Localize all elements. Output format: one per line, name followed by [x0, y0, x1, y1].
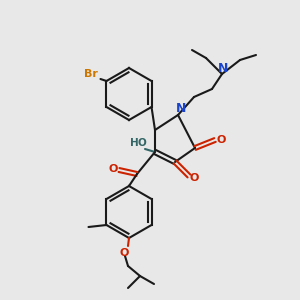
- Text: Br: Br: [83, 69, 98, 79]
- Text: O: O: [138, 138, 146, 148]
- Text: H: H: [130, 138, 138, 148]
- Text: N: N: [176, 103, 186, 116]
- Text: O: O: [119, 248, 129, 258]
- Text: N: N: [218, 62, 228, 76]
- Text: O: O: [216, 135, 226, 145]
- Text: O: O: [108, 164, 118, 174]
- Text: O: O: [189, 173, 199, 183]
